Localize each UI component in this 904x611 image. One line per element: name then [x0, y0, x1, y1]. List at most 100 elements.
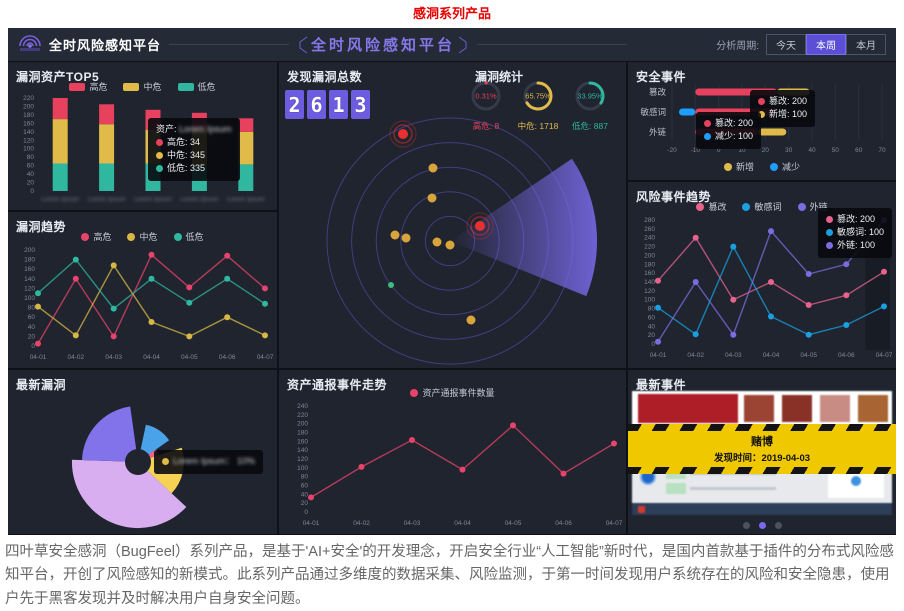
- svg-text:180: 180: [24, 257, 35, 264]
- svg-text:04-03: 04-03: [105, 354, 122, 361]
- svg-text:40: 40: [28, 324, 36, 331]
- svg-text:04-01: 04-01: [30, 354, 47, 361]
- svg-text:80: 80: [28, 305, 36, 312]
- legend-item: 新增: [723, 160, 754, 173]
- svg-text:04-02: 04-02: [67, 354, 84, 361]
- period-button-本月[interactable]: 本月: [846, 34, 886, 55]
- panel-title: 风险事件趋势: [636, 190, 712, 204]
- svg-text:外链: 外链: [649, 127, 667, 137]
- vuln-stat-gauges: 0.31% 高危: 8 65.75% 中危: 1718 33.95% 低危: 887: [465, 78, 611, 132]
- legend-item: 高危: [69, 80, 107, 93]
- svg-text:60: 60: [301, 483, 309, 490]
- svg-text:04-04: 04-04: [143, 354, 160, 361]
- panel-title: 安全事件: [636, 70, 687, 84]
- svg-text:160: 160: [23, 120, 34, 127]
- carousel-dot-2[interactable]: [758, 522, 766, 529]
- legend-item: 中危: [123, 80, 162, 93]
- svg-text:240: 240: [644, 235, 655, 242]
- legend-item: 敏感词: [742, 200, 782, 213]
- svg-text:04-02: 04-02: [687, 352, 704, 359]
- svg-text:04-02: 04-02: [353, 520, 370, 527]
- tooltip: 篡改: 200 减少: 100: [696, 112, 762, 149]
- svg-text:40: 40: [27, 171, 35, 178]
- svg-text:120: 120: [24, 285, 35, 292]
- carousel-dot-3[interactable]: [774, 522, 782, 529]
- svg-text:120: 120: [644, 288, 655, 295]
- svg-text:60: 60: [855, 147, 863, 154]
- svg-text:Lorem Ipsum: Lorem Ipsum: [134, 196, 172, 203]
- gauge-高危: 0.31% 高危: 8: [465, 78, 507, 132]
- promo-block: [638, 394, 738, 423]
- tooltip: Lorem Ipsum： 10%: [154, 450, 264, 474]
- svg-text:200: 200: [297, 421, 308, 428]
- svg-text:160: 160: [297, 438, 308, 445]
- panel-vuln-assets-top5: 漏洞资产TOP5 高危 中危 低危 0 20 40 60 80 100 120 140 160 180…: [8, 62, 277, 210]
- svg-text:60: 60: [27, 163, 35, 170]
- svg-text:180: 180: [644, 261, 655, 268]
- thumbnail: [858, 395, 888, 422]
- thumbnail: [820, 395, 850, 422]
- analysis-period: 分析周期: 今天 本周 本月: [716, 34, 886, 55]
- svg-text:160: 160: [24, 266, 35, 273]
- dashboard-header: 全时风险感知平台 全时风险感知平台 分析周期: 今天 本周 本月: [8, 28, 896, 61]
- svg-text:260: 260: [644, 226, 655, 233]
- svg-text:100: 100: [297, 465, 308, 472]
- svg-text:04-06: 04-06: [219, 354, 236, 361]
- svg-text:200: 200: [644, 252, 655, 259]
- svg-text:20: 20: [301, 500, 309, 507]
- logo-title: 全时风险感知平台: [49, 38, 162, 53]
- svg-text:0: 0: [304, 509, 308, 516]
- svg-text:30: 30: [785, 147, 793, 154]
- thumbnail: [782, 395, 812, 422]
- svg-text:180: 180: [297, 430, 308, 437]
- svg-text:Lorem Ipsum: Lorem Ipsum: [41, 196, 79, 203]
- svg-text:04-06: 04-06: [838, 352, 855, 359]
- legend-item: 低危: [177, 80, 216, 93]
- period-button-今天[interactable]: 今天: [766, 34, 806, 55]
- svg-text:100: 100: [23, 146, 34, 153]
- counter-digit: 1: [329, 90, 348, 119]
- svg-text:04-07: 04-07: [606, 520, 622, 527]
- panel-title: 漏洞统计: [475, 70, 524, 84]
- svg-text:10: 10: [738, 147, 746, 154]
- screenshot-footer: [632, 503, 892, 515]
- svg-text:220: 220: [644, 244, 655, 251]
- svg-text:220: 220: [297, 412, 308, 419]
- svg-text:65.75%: 65.75%: [525, 92, 551, 101]
- panel-latest-vulns: 最新漏洞 Lorem Ipsum： 10%: [8, 370, 277, 534]
- svg-text:0: 0: [717, 147, 721, 154]
- carousel-dot-1[interactable]: [742, 522, 750, 529]
- svg-text:0: 0: [31, 343, 35, 350]
- svg-text:04-06: 04-06: [555, 520, 572, 527]
- right-bracket-decoration: [458, 36, 467, 53]
- gauge-中危: 65.75% 中危: 1718: [517, 78, 559, 132]
- svg-text:04-07: 04-07: [876, 352, 892, 359]
- svg-text:80: 80: [27, 154, 35, 161]
- screenshot-header: [632, 391, 892, 427]
- svg-text:140: 140: [24, 276, 35, 283]
- event-time: 发现时间：2019-04-03: [713, 453, 811, 464]
- svg-text:80: 80: [648, 306, 656, 313]
- legend-item: 中危: [127, 230, 158, 243]
- counter-digit: 3: [351, 90, 370, 119]
- svg-text:04-05: 04-05: [505, 520, 522, 527]
- svg-text:04-03: 04-03: [725, 352, 742, 359]
- event-banner: 赌博 发现时间：2019-04-03: [628, 424, 896, 474]
- svg-text:40: 40: [808, 147, 816, 154]
- svg-text:篡改: 篡改: [649, 87, 667, 97]
- svg-text:40: 40: [301, 491, 309, 498]
- legend: 高危 中危 低危: [8, 80, 277, 93]
- period-buttons: 今天 本周 本月: [766, 34, 886, 55]
- svg-text:60: 60: [648, 314, 656, 321]
- period-button-本周[interactable]: 本周: [806, 34, 846, 55]
- tooltip: 篡改: 200 敏感词: 100 外链: 100: [818, 208, 893, 258]
- svg-text:240: 240: [297, 403, 308, 410]
- svg-text:0: 0: [30, 188, 34, 195]
- svg-text:33.95%: 33.95%: [577, 92, 603, 101]
- svg-text:100: 100: [644, 297, 655, 304]
- svg-text:04-05: 04-05: [800, 352, 817, 359]
- panel-title: 发现漏洞总数: [287, 70, 363, 84]
- panel-title: 最新漏洞: [16, 378, 67, 392]
- svg-text:04-04: 04-04: [763, 352, 780, 359]
